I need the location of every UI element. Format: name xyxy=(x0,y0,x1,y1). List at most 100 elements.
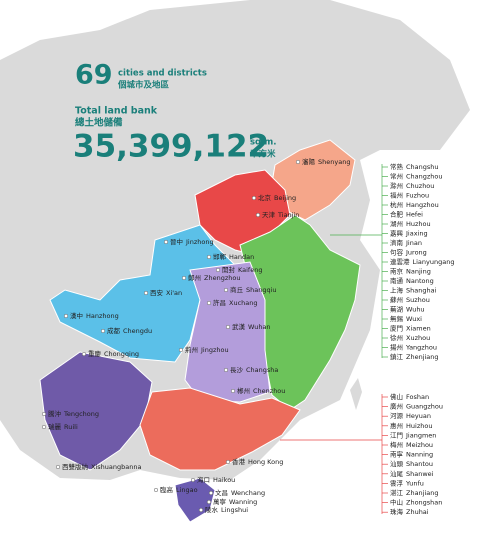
label-cn: 汕尾 xyxy=(390,469,404,478)
label-en: Chengdu xyxy=(123,327,152,335)
city-dot xyxy=(41,411,47,417)
label-cn: 郴州 xyxy=(237,386,250,395)
label-en: Chenzhou xyxy=(253,387,285,395)
city-label: 北京 Beijing xyxy=(258,193,296,202)
list-item: 梅州 Meizhou xyxy=(390,440,433,449)
city-label: 晉中 Jinzhong xyxy=(170,237,214,246)
label-en: Nanjing xyxy=(406,268,431,276)
label-en: Zhuhai xyxy=(406,508,429,516)
base-map xyxy=(0,0,470,523)
label-cn: 晉中 xyxy=(170,237,183,246)
city-dot xyxy=(63,313,69,319)
city-label: 荊州 Jingzhou xyxy=(185,345,229,354)
label-en: Nanning xyxy=(406,451,433,459)
land-area: 35,399,122 xyxy=(73,129,269,165)
label-en: Handan xyxy=(229,253,254,261)
label-cn: 杭州 xyxy=(390,200,403,209)
land-label-en: Total land bank xyxy=(75,106,158,117)
list-item: 惠州 Huizhou xyxy=(390,421,432,430)
list-item: 蕪湖 Wuhu xyxy=(390,305,425,314)
label-cn: 湛江 xyxy=(390,489,404,497)
city-label: 臨高 Lingao xyxy=(160,485,198,494)
count-label-en: cities and districts xyxy=(118,69,207,79)
label-cn: 海口 xyxy=(197,475,210,484)
list-item: 湛江 Zhanjiang xyxy=(390,489,439,497)
label-en: Jiaxing xyxy=(405,230,428,238)
city-label: 長沙 Changsha xyxy=(230,366,278,374)
label-cn: 長沙 xyxy=(230,366,244,374)
city-label: 漢中 Hanzhong xyxy=(70,311,119,320)
list-item: 嘉興 Jiaxing xyxy=(390,229,428,238)
city-label: 文昌 Wenchang xyxy=(215,488,265,497)
label-cn: 湖州 xyxy=(390,219,403,228)
label-cn: 汕頭 xyxy=(390,459,404,468)
label-en: Shenyang xyxy=(318,158,350,166)
label-cn: 合肥 xyxy=(390,210,404,219)
label-en: Lingshui xyxy=(221,506,248,514)
label-en: Beijing xyxy=(274,194,296,202)
city-dot xyxy=(206,499,212,505)
label-cn: 句容 xyxy=(390,248,404,257)
city-label: 萬寧 Wanning xyxy=(213,497,257,506)
city-label: 許昌 Xuchang xyxy=(213,298,258,307)
label-en: Wuhu xyxy=(406,306,425,314)
unit-en: sq.m. xyxy=(250,138,276,148)
label-cn: 蘇州 xyxy=(390,295,403,304)
city-label: 武漢 Wuhan xyxy=(232,322,271,331)
label-en: Huizhou xyxy=(406,422,432,430)
label-en: Zhenjiang xyxy=(406,353,439,361)
label-en: Changsha xyxy=(246,366,278,374)
label-cn: 雲浮 xyxy=(390,478,404,487)
list-item: 中山 Zhongshan xyxy=(390,498,442,507)
label-en: Zhongshan xyxy=(406,499,442,507)
list-item: 廣州 Guangzhou xyxy=(390,402,443,411)
label-cn: 惠州 xyxy=(390,421,403,430)
label-cn: 福州 xyxy=(390,191,403,200)
city-label: 邯鄲 Handan xyxy=(213,253,254,261)
city-label: 香港 Hong Kong xyxy=(232,457,283,466)
list-item: 佛山 Foshan xyxy=(390,392,429,401)
label-cn: 嘉興 xyxy=(390,229,404,238)
label-cn: 鄭州 xyxy=(188,273,201,282)
list-item: 福州 Fuzhou xyxy=(390,191,429,200)
label-en: Shangqiu xyxy=(246,286,277,294)
city-label: 海口 Haikou xyxy=(197,475,235,484)
label-en: Wenchang xyxy=(231,489,265,497)
list-item: 湖州 Huzhou xyxy=(390,219,431,228)
label-en: Yangzhou xyxy=(405,344,437,352)
city-dot xyxy=(223,367,229,373)
label-cn: 臨高 xyxy=(160,485,174,494)
city-dot xyxy=(190,477,196,483)
city-dot xyxy=(295,159,301,165)
label-cn: 文昌 xyxy=(215,488,228,497)
label-cn: 瀋陽 xyxy=(302,157,316,166)
list-item: 徐州 Xuzhou xyxy=(390,333,430,342)
label-en: Ruili xyxy=(64,423,78,431)
list-item: 連雲港 Lianyungang xyxy=(390,257,454,266)
city-dot xyxy=(178,347,184,353)
label-cn: 連雲港 xyxy=(390,257,410,266)
label-en: Zhanjiang xyxy=(406,489,439,497)
label-en: Shantou xyxy=(406,460,433,468)
label-cn: 珠海 xyxy=(390,507,404,516)
city-dot xyxy=(206,254,212,260)
label-en: Tengchong xyxy=(63,410,99,418)
city-dot xyxy=(225,459,231,465)
city-dot xyxy=(55,464,61,470)
city-dot xyxy=(223,287,229,293)
label-cn: 騰沖 xyxy=(48,409,62,418)
region-southwest xyxy=(39,351,153,471)
label-en: Hanzhong xyxy=(86,312,119,320)
list-item: 汕頭 Shantou xyxy=(390,459,433,468)
region-hainan xyxy=(174,477,216,523)
city-label: 西雙版納 Xishuangbanna xyxy=(62,462,141,471)
label-en: Kaifeng xyxy=(238,266,262,274)
label-cn: 河源 xyxy=(390,411,404,420)
label-en: Heyuan xyxy=(406,412,431,420)
label-en: Jiangmen xyxy=(405,431,436,439)
label-cn: 廈門 xyxy=(390,324,403,333)
taiwan xyxy=(350,378,362,410)
label-en: Haikou xyxy=(213,476,235,484)
label-cn: 北京 xyxy=(258,193,272,202)
label-cn: 中山 xyxy=(390,498,403,507)
